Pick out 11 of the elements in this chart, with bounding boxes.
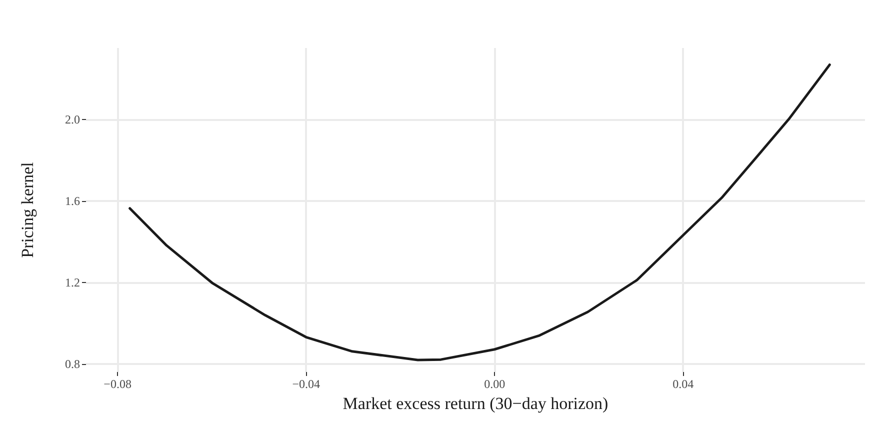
y-tick-label: 1.2 [65,275,80,290]
line-series [128,63,831,362]
y-tick-label: 2.0 [65,112,80,126]
y-axis-title: Pricing kernel [18,162,37,258]
y-tick-label: 0.8 [65,356,80,371]
x-tick-label: −0.08 [104,377,132,391]
x-axis-title: Market excess return (30−day horizon) [342,394,608,413]
x-tick-label: 0.00 [484,377,506,391]
x-tick-label: 0.04 [672,377,694,391]
x-tick-label: −0.04 [292,377,320,391]
y-tick-label: 1.6 [65,194,80,208]
